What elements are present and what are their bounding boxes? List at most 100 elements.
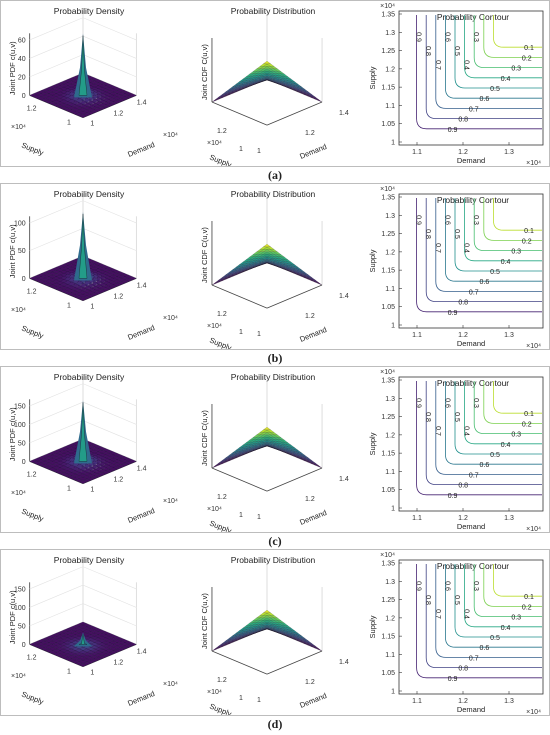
distribution-surface-cell [263, 426, 271, 431]
x-tick-label: 1.3 [504, 332, 514, 339]
demand-tick-label: 1.2 [113, 110, 123, 117]
supply-exponent: ×10⁴ [11, 307, 26, 314]
demand-tick-label: 1.2 [113, 476, 123, 483]
demand-axis-label: Demand [298, 325, 328, 344]
demand-exponent: ×10⁴ [163, 498, 178, 505]
contour-line [483, 15, 542, 58]
z-tick-label: 50 [18, 248, 26, 255]
contour-title: Probability Contour [437, 12, 509, 22]
axis-line [266, 467, 323, 492]
contour-line [493, 198, 542, 231]
y-tick-label: 1.1 [385, 652, 395, 659]
contour-level-label: 0.9 [415, 32, 422, 42]
supply-tick-label: 1 [67, 485, 71, 492]
supply-tick-label: 1.2 [27, 655, 37, 662]
x-tick-label: 1.2 [458, 515, 468, 522]
panel-b: Probability Density 0 50 100 Joint PDF c(u,v… [0, 183, 550, 366]
contour-level-label: 0.8 [458, 300, 468, 307]
contour-level-label: 0.6 [480, 462, 490, 469]
contour-level-label: 0.5 [490, 452, 500, 459]
contour-line [425, 15, 542, 119]
contour-line [473, 381, 542, 434]
contour-y-axis-label: Supply [368, 615, 377, 638]
demand-tick-label: 1.4 [339, 476, 349, 483]
demand-tick-label: 1.2 [305, 130, 315, 137]
contour-level-label: 0.2 [522, 55, 532, 62]
distribution-title: Probability Distribution [231, 6, 316, 16]
panel-label: (b) [267, 351, 283, 365]
contour-level-label: 0.5 [453, 46, 460, 56]
contour-level-label: 0.7 [434, 609, 441, 619]
demand-axis-label: Demand [298, 691, 328, 710]
distribution-title: Probability Distribution [231, 555, 316, 565]
y-tick-label: 1.35 [381, 561, 395, 568]
pdf-z-axis-label: Joint PDF c(u,v) [8, 407, 17, 461]
demand-exponent: ×10⁴ [163, 132, 178, 139]
contour-title: Probability Contour [437, 561, 509, 571]
panel-label: (d) [267, 717, 283, 731]
contour-level-label: 0.2 [522, 238, 532, 245]
demand-tick-label: 1 [257, 697, 261, 704]
y-tick-label: 1.1 [385, 103, 395, 110]
contour-x-axis-label: Demand [457, 705, 485, 714]
distribution-surface-cell [315, 281, 323, 286]
contour-plot: Probability Contour ×10⁴ 1 1.05 1.1 1.15 1.2 1.… [368, 369, 544, 533]
y-tick-label: 1.05 [381, 670, 395, 677]
supply-axis-label: Supply [20, 507, 45, 524]
contour-y-exponent: ×10⁴ [380, 3, 395, 10]
y-tick-label: 1.15 [381, 451, 395, 458]
z-gridline [29, 383, 137, 407]
contour-level-label: 0.8 [458, 666, 468, 673]
y-tick-label: 1.1 [385, 469, 395, 476]
contour-level-label: 0.6 [443, 398, 450, 408]
contour-level-label: 0.6 [443, 215, 450, 225]
demand-tick-label: 1.4 [339, 110, 349, 117]
z-tick-label: 0 [22, 642, 26, 649]
contour-level-label: 0.1 [524, 228, 534, 235]
z-tick-label: 20 [18, 74, 26, 81]
contour-line [416, 564, 542, 679]
supply-exponent: ×10⁴ [11, 124, 26, 131]
distribution-surface-cell [315, 647, 323, 652]
contour-level-label: 0.8 [424, 412, 431, 422]
panel-a: Probability Density 0 20 40 60 Joint PDF c(u,… [0, 0, 550, 183]
distribution-plot: Probability Distribution Joint CDF C(u,v)… [200, 555, 349, 719]
contour-line [464, 564, 542, 628]
contour-level-label: 0.5 [453, 595, 460, 605]
y-tick-label: 1.35 [381, 195, 395, 202]
supply-axis-label: Supply [208, 519, 233, 532]
y-tick-label: 1.15 [381, 634, 395, 641]
contour-line [454, 15, 542, 89]
demand-tick-label: 1 [257, 331, 261, 338]
demand-axis-label: Demand [298, 142, 328, 161]
cdf-z-axis-label: Joint CDF C(u,v) [200, 410, 209, 466]
demand-axis-label: Demand [298, 508, 328, 527]
contour-line [416, 381, 542, 496]
contour-line [493, 381, 542, 414]
demand-axis-label: Demand [126, 140, 156, 159]
demand-tick-label: 1.4 [137, 648, 147, 655]
demand-tick-label: 1 [90, 303, 94, 310]
contour-level-label: 0.4 [463, 243, 470, 253]
contour-level-label: 0.3 [511, 249, 521, 256]
distribution-plot: Probability Distribution Joint CDF C(u,v)… [200, 6, 349, 170]
contour-level-label: 0.4 [463, 60, 470, 70]
z-tick-label: 150 [14, 586, 26, 593]
cdf-z-axis-label: Joint CDF C(u,v) [200, 593, 209, 649]
contour-y-axis-label: Supply [368, 432, 377, 455]
contour-x-axis-label: Demand [457, 339, 485, 348]
contour-level-label: 0.2 [522, 604, 532, 611]
contour-level-label: 0.2 [522, 421, 532, 428]
contour-level-label: 0.9 [415, 215, 422, 225]
y-tick-label: 1.15 [381, 268, 395, 275]
contour-level-label: 0.1 [524, 45, 534, 52]
x-tick-label: 1.2 [458, 332, 468, 339]
demand-exponent: ×10⁴ [163, 315, 178, 322]
contour-level-label: 0.5 [453, 229, 460, 239]
contour-level-label: 0.9 [448, 676, 458, 683]
panel-frame: Probability Density 0 50 100 150 Joint PDF c(… [0, 549, 550, 719]
axis-line [266, 284, 323, 309]
y-tick-label: 1.2 [385, 66, 395, 73]
